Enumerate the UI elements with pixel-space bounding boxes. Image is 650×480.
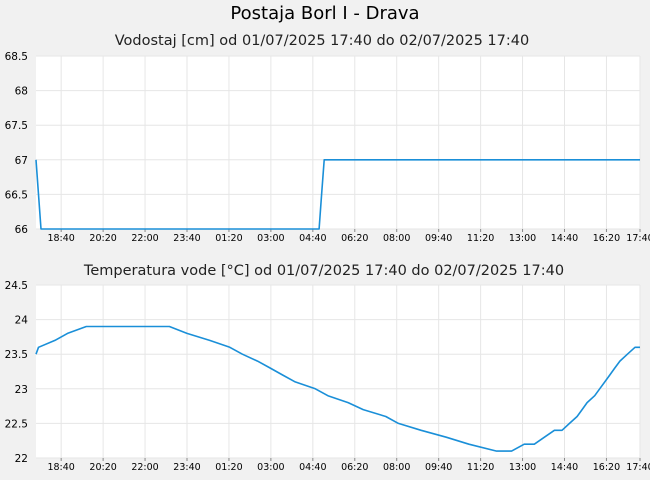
water-temperature-x-tick-label: 04:40 — [299, 462, 326, 473]
chart-title-water-temperature: Temperatura vode [°C] od 01/07/2025 17:4… — [83, 263, 564, 279]
water-temperature-y-tick-label: 24.5 — [5, 280, 28, 292]
water-temperature-series-line — [35, 325, 640, 452]
water-temperature-x-tick-label: 23:40 — [173, 462, 200, 473]
water-level-x-tick-label: 01:20 — [215, 233, 242, 244]
water-level-x-tick-label: 11:20 — [467, 233, 494, 244]
water-level-x-tick-label: 20:20 — [89, 233, 116, 244]
water-temperature-x-tick-label: 09:40 — [425, 462, 452, 473]
water-level-y-tick-label: 66.5 — [5, 189, 28, 201]
water-level-y-tick-label: 66 — [15, 224, 29, 236]
water-temperature-x-tick-label: 20:20 — [89, 462, 116, 473]
water-temperature-y-tick-label: 24 — [15, 315, 29, 327]
chart-water-level: Vodostaj [cm] od 01/07/2025 17:40 do 02/… — [5, 33, 650, 244]
chart-title-water-level: Vodostaj [cm] od 01/07/2025 17:40 do 02/… — [115, 33, 529, 49]
page-title: Postaja Borl I - Drava — [230, 3, 420, 24]
water-level-x-tick-label: 13:00 — [509, 233, 536, 244]
water-temperature-y-tick-label: 23 — [15, 384, 28, 396]
water-temperature-x-tick-label: 17:40 — [626, 462, 650, 473]
water-level-x-tick-label: 16:20 — [593, 233, 620, 244]
chart-water-temperature: Temperatura vode [°C] od 01/07/2025 17:4… — [5, 263, 650, 473]
water-temperature-plot-area — [36, 285, 640, 458]
water-level-y-tick-label: 67 — [15, 155, 28, 167]
water-level-series-line — [35, 159, 640, 230]
water-temperature-x-tick-label: 01:20 — [215, 462, 242, 473]
water-level-y-tick-label: 68.5 — [5, 51, 28, 63]
water-temperature-y-tick-label: 22 — [15, 453, 28, 465]
water-level-x-tick-label: 18:40 — [47, 233, 74, 244]
water-temperature-x-tick-label: 18:40 — [47, 462, 74, 473]
water-level-x-tick-label: 23:40 — [173, 233, 200, 244]
water-temperature-y-tick-label: 23.5 — [5, 349, 28, 361]
water-level-x-tick-label: 04:40 — [299, 233, 326, 244]
water-level-x-tick-label: 03:00 — [257, 233, 284, 244]
water-temperature-x-tick-label: 08:00 — [383, 462, 410, 473]
water-level-x-tick-label: 06:20 — [341, 233, 368, 244]
water-level-x-tick-label: 22:00 — [131, 233, 158, 244]
water-temperature-x-tick-label: 14:40 — [551, 462, 578, 473]
water-level-y-tick-label: 68 — [15, 86, 28, 98]
water-level-plot-area — [36, 56, 640, 229]
water-level-y-tick-label: 67.5 — [5, 120, 28, 132]
water-temperature-x-tick-label: 06:20 — [341, 462, 368, 473]
water-temperature-x-tick-label: 03:00 — [257, 462, 284, 473]
water-temperature-x-tick-label: 11:20 — [467, 462, 494, 473]
water-temperature-x-tick-label: 16:20 — [593, 462, 620, 473]
water-level-x-tick-label: 09:40 — [425, 233, 452, 244]
water-temperature-y-tick-label: 22.5 — [5, 418, 28, 430]
water-level-x-tick-label: 17:40 — [626, 233, 650, 244]
water-level-x-tick-label: 08:00 — [383, 233, 410, 244]
water-level-x-tick-label: 14:40 — [551, 233, 578, 244]
water-temperature-x-tick-label: 13:00 — [509, 462, 536, 473]
water-temperature-x-tick-label: 22:00 — [131, 462, 158, 473]
